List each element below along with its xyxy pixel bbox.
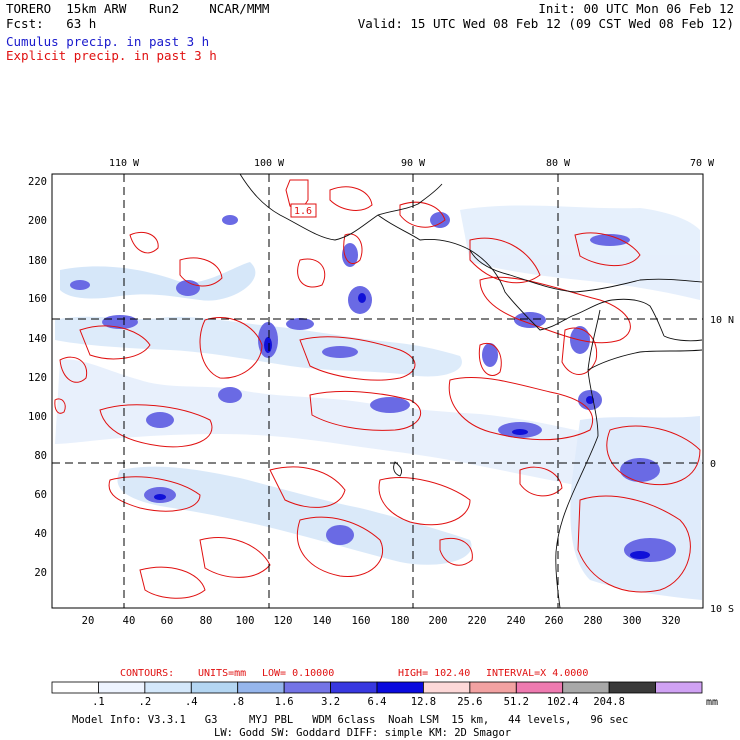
header-title: TORERO 15km ARW Run2 NCAR/MMM	[6, 1, 270, 16]
contour-label-box	[290, 203, 317, 218]
colorbar-label: .8	[231, 696, 244, 708]
colorbar-label: .1	[92, 696, 105, 708]
longitude-labels: 110 W 100 W 90 W 80 W 70 W	[109, 158, 715, 169]
x-tick-label: 80	[200, 615, 213, 627]
explicit-precip-contours	[54, 179, 701, 599]
colorbar-swatch	[98, 681, 146, 694]
map-area	[52, 174, 703, 608]
y-tick-label: 60	[34, 489, 47, 501]
lat-lon-gridlines	[52, 174, 703, 608]
colorbar-label: 204.8	[593, 696, 625, 708]
contour-info: CONTOURS: UNITS=mm LOW= 0.10000 HIGH= 10…	[120, 668, 588, 679]
y-tick-label: 120	[28, 372, 47, 384]
x-tick-label: 260	[545, 615, 564, 627]
x-tick-label: 220	[468, 615, 487, 627]
y-tick-label: 180	[28, 255, 47, 267]
cumulus-cores	[70, 212, 676, 562]
x-tick-label: 240	[507, 615, 526, 627]
colorbar-swatch	[376, 681, 424, 694]
y-tick-label: 220	[28, 176, 47, 188]
colorbar-label: 12.8	[411, 696, 436, 708]
x-tick-label: 140	[313, 615, 332, 627]
x-tick-label: 160	[352, 615, 371, 627]
colorbar-swatch	[515, 681, 564, 694]
x-tick-label: 320	[662, 615, 681, 627]
colorbar-swatch	[423, 681, 471, 694]
colorbar-label: 25.6	[457, 696, 482, 708]
cumulus-legend: Cumulus precip. in past 3 h	[6, 34, 210, 49]
colorbar-swatch	[562, 681, 610, 694]
y-axis-ticks: 220 200 180 160 140 120 100 80 60 40 20	[28, 176, 47, 579]
y-tick-label: 140	[28, 333, 47, 345]
x-tick-label: 180	[391, 615, 410, 627]
lon-label: 70 W	[690, 158, 715, 169]
lon-label: 100 W	[254, 158, 285, 169]
coastlines	[239, 174, 703, 608]
colorbar-label: 102.4	[547, 696, 579, 708]
colorbar-swatch	[237, 681, 285, 694]
explicit-legend: Explicit precip. in past 3 h	[6, 48, 217, 63]
y-tick-label: 160	[28, 293, 47, 305]
contour-info-interval: INTERVAL=X 4.0000	[486, 668, 588, 679]
colorbar-label: .4	[185, 696, 198, 708]
lat-label: 0	[710, 459, 716, 470]
colorbar-swatch	[469, 681, 517, 694]
lon-label: 80 W	[546, 158, 571, 169]
colorbar: .1 .2 .4 .8 1.6 3.2 6.4 12.8 25.6 51.2 102.4 204.8 m…	[51, 681, 718, 708]
x-axis-ticks: 20 40 60 80 100 120 140 160 180 200 220 …	[82, 615, 681, 627]
lat-label: 10 N	[710, 315, 734, 326]
valid-time: Valid: 15 UTC Wed 08 Feb 12 (09 CST Wed …	[357, 16, 734, 31]
x-tick-label: 120	[274, 615, 293, 627]
y-tick-label: 40	[34, 528, 47, 540]
colorbar-label: 51.2	[504, 696, 529, 708]
latitude-labels: 10 N 0 10 S	[710, 315, 734, 615]
colorbar-label: 6.4	[368, 696, 387, 708]
lat-label: 10 S	[710, 604, 734, 615]
model-info: Model Info: V3.3.1 G3 MYJ PBL WDM 6class…	[72, 714, 629, 726]
init-time: Init: 00 UTC Mon 06 Feb 12	[538, 1, 734, 16]
contour-info-units: UNITS=mm	[198, 668, 246, 679]
contour-info-contours: CONTOURS:	[120, 668, 174, 679]
colorbar-swatch	[330, 681, 378, 694]
colorbar-swatch	[190, 681, 239, 694]
x-tick-label: 20	[82, 615, 95, 627]
colorbar-swatch	[655, 681, 703, 694]
cumulus-intense-cores	[154, 293, 650, 559]
contour-info-high: HIGH= 102.40	[398, 668, 470, 679]
forecast-hour: Fcst: 63 h	[6, 16, 97, 31]
lon-label: 90 W	[401, 158, 426, 169]
map-frame	[51, 173, 704, 609]
x-tick-label: 300	[623, 615, 642, 627]
colorbar-label: .2	[139, 696, 152, 708]
y-tick-label: 100	[28, 411, 47, 423]
x-tick-label: 200	[429, 615, 448, 627]
colorbar-swatch	[144, 681, 192, 694]
colorbar-label: 1.6	[275, 696, 294, 708]
y-tick-label: 80	[34, 450, 47, 462]
contour-info-low: LOW= 0.10000	[262, 668, 334, 679]
cumulus-precip-field	[55, 205, 702, 600]
x-tick-label: 60	[161, 615, 174, 627]
colorbar-swatch	[283, 681, 331, 694]
lon-label: 110 W	[109, 158, 140, 169]
x-tick-label: 40	[123, 615, 136, 627]
colorbar-unit: mm	[706, 697, 718, 708]
physics-info: LW: Godd SW: Goddard DIFF: simple KM: 2D…	[214, 727, 512, 739]
y-tick-label: 200	[28, 215, 47, 227]
colorbar-label: 3.2	[321, 696, 340, 708]
x-tick-label: 100	[236, 615, 255, 627]
contour-label: 1.6	[294, 206, 312, 217]
colorbar-swatch	[51, 681, 99, 694]
x-tick-label: 280	[584, 615, 603, 627]
y-tick-label: 20	[34, 567, 47, 579]
colorbar-swatch	[608, 681, 656, 694]
